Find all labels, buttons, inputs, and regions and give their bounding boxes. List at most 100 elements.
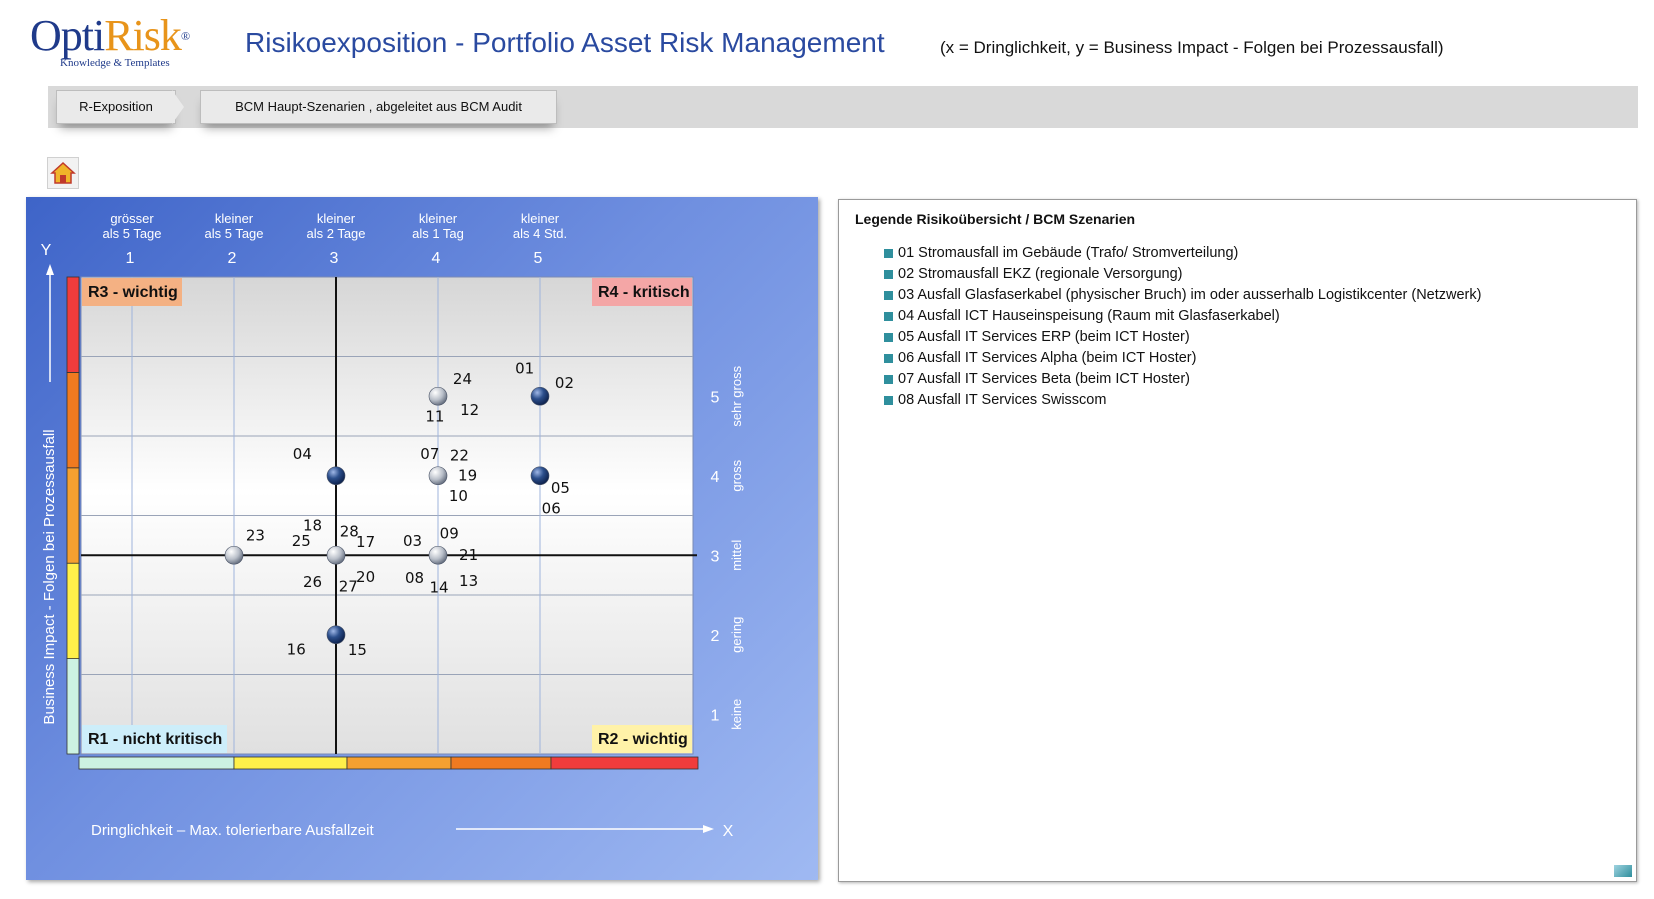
point-label: 27 [339, 578, 358, 596]
logo-tagline: Knowledge & Templates [60, 57, 170, 69]
y-tick-desc: mittel [729, 540, 744, 571]
x-tick-label: 1 [126, 250, 135, 267]
breadcrumb-arrow [172, 90, 184, 124]
y-tick-desc: gross [729, 459, 744, 491]
risk-point [428, 545, 448, 565]
x-tick-desc-line1: grösser [110, 211, 154, 226]
legend-marker-icon [884, 291, 893, 300]
point-label: 01 [515, 360, 534, 378]
legend-marker-icon [884, 375, 893, 384]
point-label: 17 [356, 533, 375, 551]
point-label: 24 [453, 370, 472, 388]
home-button[interactable] [47, 157, 79, 189]
y-tick-label: 2 [711, 628, 720, 645]
quadrant-label-bg [592, 278, 692, 306]
point-label: 02 [555, 374, 574, 392]
x-tick-label: 3 [330, 250, 339, 267]
point-label: 23 [246, 527, 265, 545]
risk-point [326, 466, 346, 486]
breadcrumb-item-r-exposition[interactable]: R-Exposition [56, 90, 176, 124]
optirisk-logo: OptiRisk® Knowledge & Templates [30, 14, 190, 74]
point-label: 06 [542, 500, 561, 518]
point-label: 14 [429, 578, 448, 596]
quadrant-label-bg [82, 725, 227, 753]
quadrant-label-r3: R3 - wichtig [88, 284, 178, 301]
point-label: 03 [403, 532, 422, 550]
point-label: 04 [293, 445, 312, 463]
y-tick-label: 4 [711, 469, 720, 486]
risk-matrix-svg: R3 - wichtig R4 - kritisch R1 - nicht krit… [41, 211, 744, 840]
y-tick-label: 1 [711, 707, 720, 724]
legend-marker-icon [884, 396, 893, 405]
x-tick-desc-line2: als 5 Tage [102, 226, 161, 241]
legend-item-label: 02 Stromausfall EKZ (regionale Versorgun… [898, 266, 1183, 282]
point-label: 12 [460, 401, 479, 419]
legend-item: 06 Ausfall IT Services Alpha (beim ICT H… [884, 348, 1481, 369]
legend-item: 08 Ausfall IT Services Swisscom [884, 390, 1481, 411]
legend-panel: Legende Risikoübersicht / BCM Szenarien … [838, 199, 1637, 882]
x-tick-desc-line2: als 4 Std. [513, 226, 567, 241]
point-label: 10 [449, 487, 468, 505]
point-label: 22 [450, 446, 469, 464]
point-label: 19 [458, 466, 477, 484]
x-tick-desc-line2: als 1 Tag [412, 226, 464, 241]
y-axis-arrow-head [46, 264, 54, 275]
page-subtitle: (x = Dringlichkeit, y = Business Impact … [940, 38, 1444, 57]
logo-registered-mark: ® [180, 29, 190, 43]
x-axis-title: Dringlichkeit – Max. tolerierbare Ausfal… [91, 822, 374, 839]
legend-item: 04 Ausfall ICT Hauseinspeisung (Raum mit… [884, 306, 1481, 327]
risk-point [530, 386, 550, 406]
legend-item-label: 01 Stromausfall im Gebäude (Trafo/ Strom… [898, 245, 1239, 261]
y-tick-label: 5 [711, 389, 720, 406]
y-scale-segment [66, 562, 80, 660]
breadcrumb-item-bcm-szenarien[interactable]: BCM Haupt-Szenarien , abgeleitet aus BCM… [200, 90, 557, 124]
legend-item-label: 04 Ausfall ICT Hauseinspeisung (Raum mit… [898, 308, 1280, 324]
legend-marker-icon [884, 249, 893, 258]
risk-point [428, 466, 448, 486]
legend-item: 02 Stromausfall EKZ (regionale Versorgun… [884, 264, 1481, 285]
legend-item: 07 Ausfall IT Services Beta (beim ICT Ho… [884, 369, 1481, 390]
x-scale-segment [346, 756, 452, 770]
legend-marker-icon [884, 312, 893, 321]
x-tick-desc-line1: kleiner [419, 211, 458, 226]
y-tick-desc: keine [729, 699, 744, 730]
risk-point [428, 386, 448, 406]
x-tick-label: 5 [534, 250, 543, 267]
point-label: 25 [292, 532, 311, 550]
y-scale-segment [66, 276, 80, 373]
x-tick-label: 4 [432, 250, 441, 267]
risk-point [224, 545, 244, 565]
quadrant-label-bg [592, 725, 692, 753]
page-title: Risikoexposition - Portfolio Asset Risk … [245, 27, 885, 58]
risk-point [530, 466, 550, 486]
x-axis-letter: X [723, 823, 734, 840]
quadrant-label-r1: R1 - nicht kritisch [88, 731, 222, 748]
legend-item-label: 05 Ausfall IT Services ERP (beim ICT Hos… [898, 329, 1190, 345]
point-label: 05 [551, 479, 570, 497]
y-axis-letter: Y [41, 242, 52, 259]
resize-corner-icon [1614, 865, 1632, 877]
x-tick-desc-line1: kleiner [521, 211, 560, 226]
point-label: 11 [425, 407, 444, 425]
y-tick-desc: sehr gross [729, 365, 744, 426]
y-axis-title: Business Impact - Folgen bei Prozessausf… [41, 429, 58, 724]
x-scale-segment [550, 756, 699, 770]
point-label: 08 [405, 569, 424, 587]
point-label: 20 [356, 568, 375, 586]
quadrant-label-bg [82, 278, 182, 306]
quadrant-label-r4: R4 - kritisch [598, 284, 690, 301]
risk-matrix-chart: R3 - wichtig R4 - kritisch R1 - nicht krit… [26, 197, 818, 880]
y-tick-desc: gering [729, 617, 744, 653]
point-label: 21 [459, 546, 478, 564]
y-tick-label: 3 [711, 548, 720, 565]
point-label: 16 [287, 640, 306, 658]
x-tick-desc-line2: als 5 Tage [204, 226, 263, 241]
x-tick-desc-line2: als 2 Tage [306, 226, 365, 241]
risk-point [326, 545, 346, 565]
point-label: 26 [303, 573, 322, 591]
legend-title: Legende Risikoübersicht / BCM Szenarien [855, 211, 1136, 227]
legend-marker-icon [884, 270, 893, 279]
legend-item: 05 Ausfall IT Services ERP (beim ICT Hos… [884, 327, 1481, 348]
legend-item: 01 Stromausfall im Gebäude (Trafo/ Strom… [884, 243, 1481, 264]
legend-item-label: 08 Ausfall IT Services Swisscom [898, 392, 1107, 408]
